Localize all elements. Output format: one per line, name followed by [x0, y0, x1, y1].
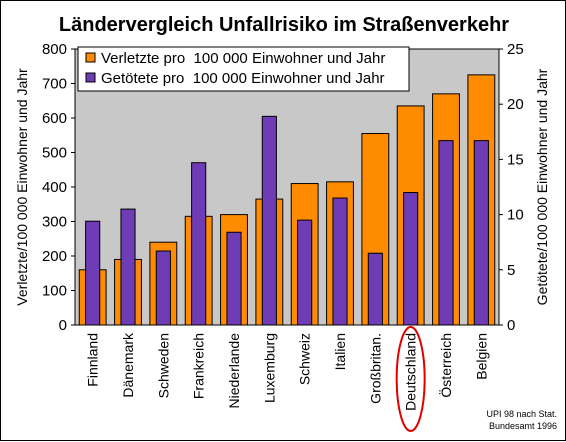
highlight-ellipse	[395, 326, 426, 432]
bar-killed-6	[297, 219, 313, 326]
category-label: Österreich	[437, 333, 454, 398]
category-label: Deutschland	[403, 333, 419, 411]
right-tick-label: 0	[507, 317, 515, 334]
bar-killed-5	[261, 115, 277, 326]
category-label: Großbritan.	[367, 333, 383, 404]
right-axis: 0 5 10 15 20 25	[499, 41, 524, 334]
bar-killed-0	[85, 220, 101, 326]
legend-box	[77, 46, 410, 92]
category-label: Niederlande	[226, 333, 242, 409]
legend-swatch-killed	[85, 72, 96, 83]
legend-label-injured: Verletzte pro 100 000 Einwohner und Jahr	[101, 50, 385, 67]
category-label: Finnland	[85, 333, 101, 387]
category-label: Belgien	[473, 333, 489, 380]
legend-label-killed: Getötete pro 100 000 Einwohner und Jahr	[101, 70, 385, 87]
left-tick-label: 800	[42, 41, 67, 58]
right-tick-label: 5	[507, 262, 515, 279]
category-label: Frankreich	[191, 333, 207, 399]
legend: Verletzte pro 100 000 Einwohner und Jahr…	[77, 46, 410, 92]
right-tick-label: 25	[507, 41, 524, 58]
chart-title: Ländervergleich Unfallrisiko im Straßenv…	[59, 14, 509, 36]
left-tick-label: 100	[42, 283, 67, 300]
y-axis-label-right: Getötete/100 000 Einwohner und Jahr	[534, 68, 550, 305]
bar-killed-2	[155, 250, 171, 326]
left-tick-label: 700	[42, 76, 67, 93]
bar-killed-8	[367, 252, 383, 326]
category-label: Dänemark	[120, 332, 136, 398]
right-tick-label: 10	[507, 207, 524, 224]
bar-killed-9	[403, 192, 419, 326]
category-labels: Finnland Dänemark Schweden Frankreich Nieder…	[85, 332, 490, 411]
bar-killed-1	[120, 208, 136, 326]
left-tick-label: 500	[42, 145, 67, 162]
bar-killed-11	[473, 140, 489, 326]
y-axis-label-left: Verletzte/100 000 Einwohner und Jahr	[14, 68, 30, 306]
left-tick-label: 300	[42, 214, 67, 231]
left-tick-label: 400	[42, 179, 67, 196]
bar-killed-10	[438, 140, 454, 326]
category-label: Italien	[332, 333, 348, 370]
bar-killed-4	[226, 231, 242, 326]
left-tick-label: 0	[59, 317, 67, 334]
bar-killed-7	[332, 197, 348, 326]
left-axis: 0 100 200 300 400 500 600 700 800	[42, 41, 75, 334]
left-tick-label: 600	[42, 110, 67, 127]
category-label: Luxemburg	[261, 333, 277, 403]
category-label: Schweiz	[297, 333, 313, 385]
source-note-line-2: Bundesamt 1996	[489, 421, 557, 431]
source-note-line-1: UPI 98 nach Stat.	[486, 409, 557, 419]
fatality-bars	[85, 115, 489, 326]
legend-swatch-injured	[85, 52, 96, 63]
left-tick-label: 200	[42, 248, 67, 265]
bar-killed-3	[191, 162, 207, 326]
right-tick-label: 20	[507, 96, 524, 113]
category-label: Schweden	[155, 333, 171, 398]
right-tick-label: 15	[507, 151, 524, 168]
plot-area	[74, 48, 500, 326]
